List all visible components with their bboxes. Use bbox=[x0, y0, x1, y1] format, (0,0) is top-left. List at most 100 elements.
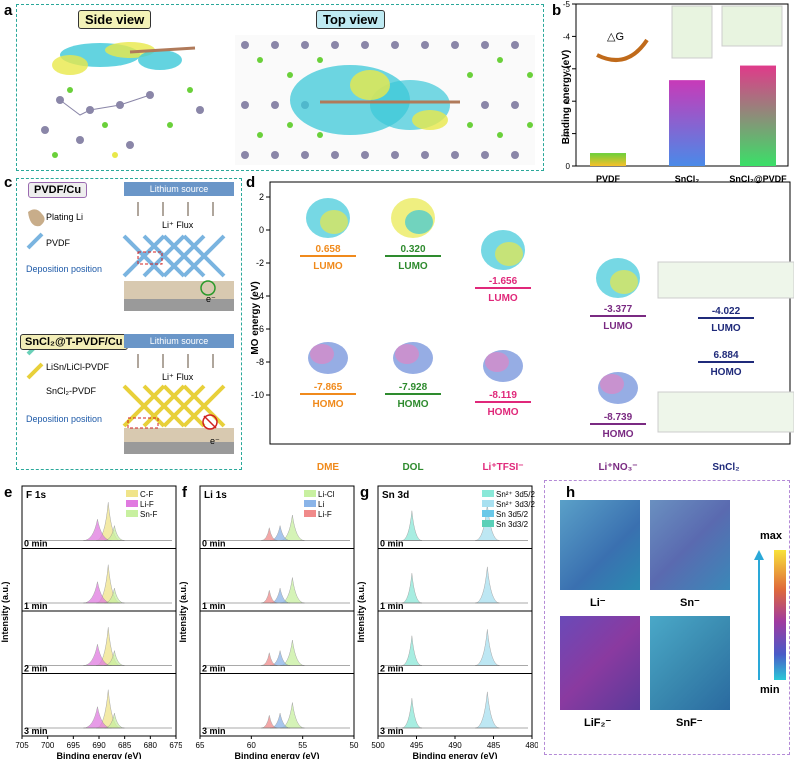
molecule-label: Li⁺TFSI⁻ bbox=[482, 462, 523, 473]
xps-legend-label: Li-F bbox=[140, 500, 154, 509]
xps-peak bbox=[401, 573, 422, 604]
xps-xtick-label: 700 bbox=[41, 741, 55, 750]
xps-time-label: 3 min bbox=[202, 726, 226, 736]
li-flux-top: Li⁺ Flux bbox=[162, 220, 194, 230]
lumo-value: -1.656 bbox=[489, 276, 518, 287]
cube-sn-label: Sn⁻ bbox=[680, 597, 700, 609]
xps-time-label: 0 min bbox=[24, 539, 48, 549]
cube-li bbox=[560, 500, 640, 590]
chart-b-xlabels: PVDF SnCl₂ SnCl₂@PVDF bbox=[596, 174, 787, 184]
pvdf-mesh-top bbox=[122, 234, 226, 278]
xps-peak bbox=[475, 566, 500, 604]
xps-sn3d-chart: Intensity (a.u.) Sn 3d 0 min 1 min 2 min 3 mi… bbox=[356, 485, 538, 759]
plating-li-label: Plating Li bbox=[46, 212, 84, 222]
xps-legend-swatch bbox=[304, 500, 316, 507]
side-view-structure bbox=[41, 42, 204, 158]
li-flux-bottom: Li⁺ Flux bbox=[162, 372, 194, 382]
chart-d-ylabel: MO energy (eV) bbox=[250, 281, 261, 354]
panel-e-label: e bbox=[4, 484, 13, 501]
top-view-label: Top view bbox=[316, 10, 385, 29]
xps-title: F 1s bbox=[26, 490, 46, 501]
xps-peak bbox=[104, 525, 125, 541]
e-minus-top: e⁻ bbox=[206, 294, 216, 304]
panel-c-label: c bbox=[4, 174, 13, 191]
xps-time-label: 3 min bbox=[380, 726, 404, 736]
xps-xlabel: Binding energy (eV) bbox=[412, 751, 497, 759]
xps-peak bbox=[261, 590, 278, 604]
cube-snf-label: SnF⁻ bbox=[676, 717, 703, 729]
molecule-label: Li⁺NO₃⁻ bbox=[598, 462, 637, 473]
scale-min-label: min bbox=[760, 684, 780, 696]
b-bar-label: SnCl₂ bbox=[675, 174, 700, 184]
xps-peak bbox=[104, 588, 125, 604]
xps-time-label: 0 min bbox=[202, 539, 226, 549]
xps-peak bbox=[104, 650, 125, 666]
xps-legend-swatch bbox=[482, 510, 494, 517]
b-bar-label: PVDF bbox=[596, 174, 621, 184]
xps-xtick-label: 485 bbox=[487, 741, 501, 750]
xps-legend-label: Sn 3d3/2 bbox=[496, 520, 529, 529]
molecular-structures-image bbox=[41, 35, 535, 165]
chart-d-frame bbox=[269, 181, 791, 445]
xps-legend-label: Sn-F bbox=[140, 510, 157, 519]
homo-text: HOMO bbox=[602, 429, 633, 440]
xps-xtick-label: 500 bbox=[371, 741, 385, 750]
xps-legend-swatch bbox=[482, 500, 494, 507]
xps-time-label: 1 min bbox=[202, 601, 226, 611]
lithium-source-bottom: Lithium source bbox=[124, 334, 234, 348]
chart-b-bars bbox=[590, 65, 776, 166]
xps-time-label: 2 min bbox=[202, 664, 226, 674]
chart-d-yticks: 2 0 -2 -4 -6 -8 -10 bbox=[251, 192, 270, 400]
panel-h-label: h bbox=[566, 484, 576, 501]
d-ytick-label: -6 bbox=[256, 324, 264, 334]
scale-max-label: max bbox=[760, 530, 783, 542]
xps-xtick-label: 50 bbox=[350, 741, 359, 750]
delta-g-label: △G bbox=[607, 31, 624, 43]
li-layer-top bbox=[124, 281, 234, 299]
xps-legend-swatch bbox=[304, 490, 316, 497]
xps-peak bbox=[475, 691, 500, 729]
xps-peak bbox=[261, 715, 278, 729]
panel-d-label: d bbox=[246, 174, 256, 191]
sncl2-pvdf-structure-inset bbox=[721, 5, 783, 47]
cube-li-label: Li⁻ bbox=[590, 597, 606, 609]
xps-legend-swatch bbox=[482, 490, 494, 497]
lumo-orbital-lobe bbox=[610, 270, 638, 294]
xps-xtick-label: 695 bbox=[67, 741, 81, 750]
xps-time-label: 1 min bbox=[380, 601, 404, 611]
molecule-label: SnCl₂ bbox=[712, 462, 739, 473]
sncl2-lumo-structure bbox=[657, 261, 794, 299]
panel-g-label: g bbox=[360, 484, 370, 501]
xps-xtick-label: 55 bbox=[298, 741, 307, 750]
sncl2-structure-inset bbox=[671, 5, 713, 59]
cube-lif2-label: LiF₂⁻ bbox=[584, 717, 612, 729]
homo-orbital-lobe bbox=[395, 344, 419, 364]
xps-peak bbox=[401, 510, 422, 541]
pvdf-icon bbox=[26, 232, 44, 250]
xps-legend-swatch bbox=[304, 510, 316, 517]
sncl2-homo-structure bbox=[657, 391, 794, 433]
homo-value: -7.928 bbox=[399, 382, 428, 393]
binding-energy-chart: Binding energy (eV) 0 -1 -2 -3 -4 -5 △G PVDF S… bbox=[561, 0, 789, 184]
sncl2-pvdf-cu-title: SnCl₂@T-PVDF/Cu bbox=[20, 334, 128, 350]
xps-legend-label: C-F bbox=[140, 490, 153, 499]
homo-value: -7.865 bbox=[314, 382, 343, 393]
xps-time-label: 1 min bbox=[24, 601, 48, 611]
xps-peak bbox=[104, 713, 125, 729]
b-bar bbox=[669, 80, 705, 166]
xps-ylabel: Intensity (a.u.) bbox=[178, 581, 188, 642]
xps-xlabel: Binding energy (eV) bbox=[234, 751, 319, 759]
xps-xtick-label: 690 bbox=[92, 741, 106, 750]
d-ytick-label: -10 bbox=[251, 390, 264, 400]
homo-value: 6.884 bbox=[713, 350, 738, 361]
xps-xlabel: Binding energy (eV) bbox=[56, 751, 141, 759]
panel-a-frame bbox=[16, 4, 544, 171]
xps-peak bbox=[261, 527, 278, 541]
lumo-orbital-lobe bbox=[320, 210, 348, 234]
b-bar bbox=[740, 65, 776, 166]
sncl-pvdf-icon bbox=[26, 362, 44, 380]
xps-xtick-label: 680 bbox=[144, 741, 158, 750]
xps-title: Li 1s bbox=[204, 490, 227, 501]
d-ytick-label: -2 bbox=[256, 258, 264, 268]
lumo-orbital-lobe bbox=[495, 242, 523, 266]
